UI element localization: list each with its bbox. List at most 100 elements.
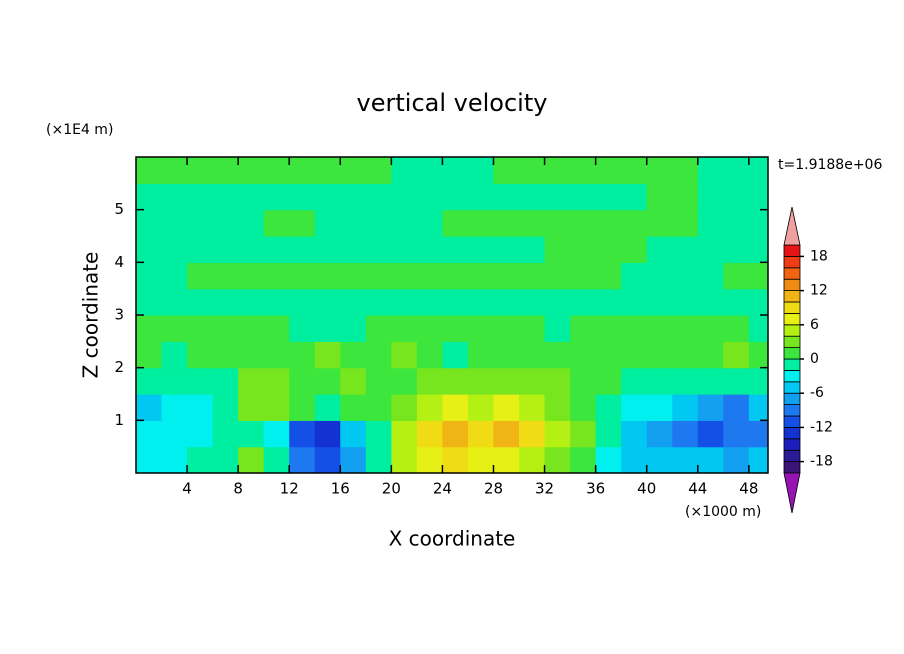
contour-cell — [621, 288, 648, 316]
contour-cell — [723, 236, 750, 263]
contour-cell — [187, 288, 214, 316]
colorbar-box — [783, 290, 801, 303]
contour-cell — [212, 341, 239, 369]
contour-cell — [289, 262, 316, 290]
contour-cell — [697, 367, 724, 395]
contour-cell — [212, 236, 239, 263]
contour-cell — [672, 157, 699, 184]
time-label: t=1.9188e+06 — [778, 157, 882, 173]
contour-cell — [416, 157, 444, 184]
contour-cell — [187, 420, 214, 448]
contour-cell — [493, 183, 520, 211]
contour-cell — [187, 157, 214, 184]
contour-cell — [748, 288, 768, 316]
contour-cell — [136, 394, 163, 421]
contour-cell — [187, 183, 214, 211]
contour-cell — [748, 157, 768, 184]
contour-cell — [161, 394, 188, 421]
colorbar-tick-label: 6 — [810, 317, 819, 333]
contour-cell — [621, 420, 648, 448]
contour-cell — [340, 315, 367, 342]
contour-cell — [723, 446, 750, 473]
contour-cell — [416, 288, 444, 316]
contour-cell — [723, 394, 750, 421]
contour-cell — [697, 446, 724, 473]
colorbar-tick-label: 18 — [810, 248, 828, 264]
contour-cell — [493, 420, 520, 448]
contour-cell — [493, 341, 520, 369]
contour-cell — [621, 446, 648, 473]
contour-cell — [212, 394, 239, 421]
contour-cell — [442, 157, 469, 184]
contour-cell — [697, 262, 724, 290]
contour-cell — [467, 157, 495, 184]
colorbar-box — [783, 358, 801, 371]
x-axis-label: X coordinate — [389, 527, 516, 551]
contour-cell — [416, 236, 444, 263]
contour-cell — [595, 262, 622, 290]
colorbar-tick-label: -18 — [810, 454, 833, 470]
contour-cell — [289, 157, 316, 184]
contour-cell — [212, 420, 239, 448]
y-tick-label: 1 — [114, 411, 124, 429]
contour-cell — [621, 394, 648, 421]
contour-cell — [314, 183, 341, 211]
contour-cell — [646, 183, 673, 211]
contour-cell — [136, 315, 163, 342]
contour-cell — [238, 209, 265, 237]
contour-cell — [748, 420, 768, 448]
contour-cell — [212, 367, 239, 395]
colorbar-under — [783, 472, 801, 514]
contour-cell — [136, 420, 163, 448]
contour-cell — [340, 420, 367, 448]
contour-cell — [748, 394, 768, 421]
contour-cell — [187, 446, 214, 473]
contour-cell — [723, 209, 750, 237]
contour-cell — [467, 420, 495, 448]
colorbar-tick-label: 12 — [810, 283, 828, 299]
contour-cell — [544, 341, 571, 369]
contour-cell — [519, 394, 546, 421]
contour-cell — [263, 209, 290, 237]
contour-cell — [646, 341, 673, 369]
contour-cell — [161, 157, 188, 184]
contour-cell — [748, 262, 768, 290]
contour-cell — [467, 367, 495, 395]
contour-cell — [416, 209, 444, 237]
contour-cell — [212, 157, 239, 184]
contour-cell — [263, 236, 290, 263]
contour-cell — [289, 394, 316, 421]
contour-cell — [519, 446, 546, 473]
contour-cell — [416, 420, 444, 448]
y-tick-label: 4 — [114, 253, 124, 271]
x-tick-label: 40 — [637, 480, 656, 498]
contour-cell — [238, 420, 265, 448]
contour-cell — [723, 420, 750, 448]
colorbar-box — [783, 278, 801, 292]
contour-cell — [340, 183, 367, 211]
contour-cell — [136, 209, 163, 237]
contour-cell — [697, 394, 724, 421]
colorbar-tick-label: 0 — [810, 351, 819, 367]
contour-cell — [391, 420, 418, 448]
contour-cell — [365, 288, 392, 316]
contour-cell — [263, 446, 290, 473]
contour-cell — [672, 209, 699, 237]
contour-cell — [570, 394, 597, 421]
contour-cell — [570, 341, 597, 369]
colorbar-box — [783, 347, 801, 360]
contour-cell — [238, 394, 265, 421]
contour-cell — [570, 420, 597, 448]
contour-cell — [263, 315, 290, 342]
contour-cell — [212, 315, 239, 342]
contour-cell — [161, 183, 188, 211]
colorbar-box — [783, 426, 801, 440]
contour-cell — [416, 394, 444, 421]
contour-cell — [263, 394, 290, 421]
contour-cell — [697, 209, 724, 237]
colorbar-box — [783, 335, 801, 349]
contour-cell — [391, 446, 418, 473]
contour-cell — [467, 262, 495, 290]
contour-cell — [723, 183, 750, 211]
contour-cell — [314, 420, 341, 448]
